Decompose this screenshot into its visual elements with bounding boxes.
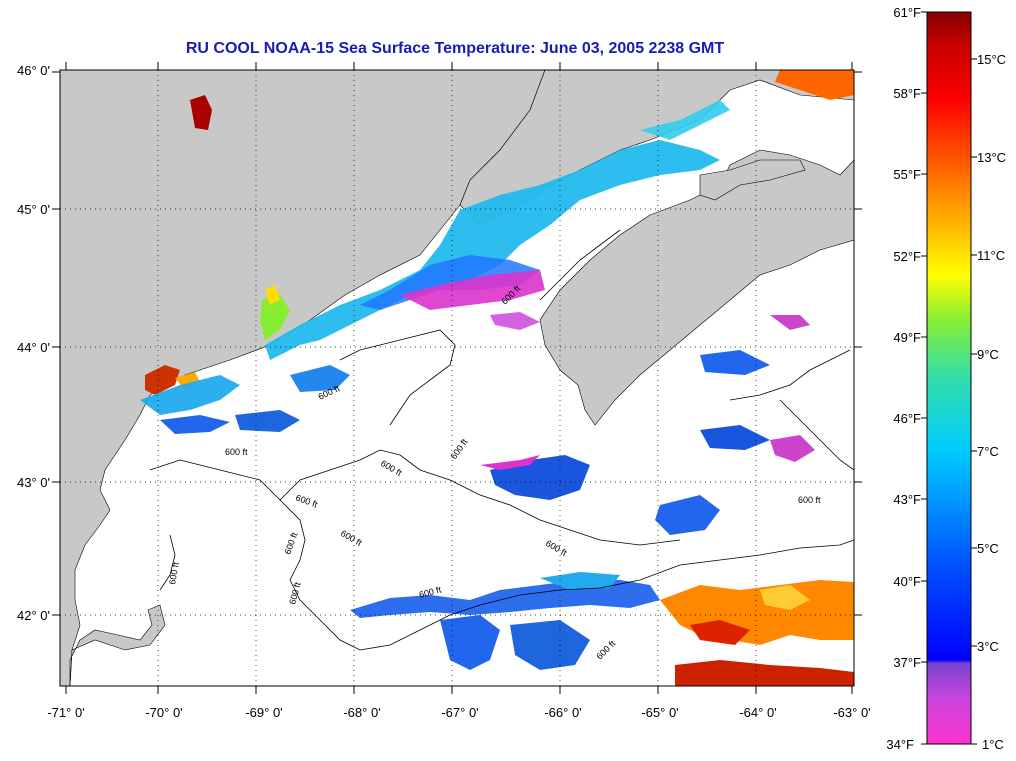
latitude-axis: 46° 0' 45° 0' 44° 0' 43° 0' 42° 0' bbox=[17, 63, 50, 623]
colorbar-ticks bbox=[921, 11, 977, 745]
sst-east-magenta bbox=[770, 435, 815, 462]
sst-east-blue2 bbox=[700, 350, 770, 375]
colorbar-c-label: 11°C bbox=[977, 248, 1005, 263]
lat-tick-label: 46° 0' bbox=[17, 63, 50, 78]
colorbar-gradient bbox=[926, 11, 972, 745]
sst-magenta-band bbox=[400, 270, 545, 310]
colorbar-f-label: 55°F bbox=[893, 167, 921, 182]
sst-south-blue2 bbox=[510, 620, 590, 670]
sst-south-red bbox=[675, 660, 854, 686]
colorbar: 61°F 58°F 55°F 52°F 49°F 46°F 43°F 40°F … bbox=[886, 5, 1006, 752]
sst-casco-hot bbox=[145, 365, 180, 395]
lon-tick-label: -70° 0' bbox=[145, 705, 182, 720]
sst-mid-blue bbox=[655, 495, 720, 535]
sst-maine-warm bbox=[260, 295, 290, 340]
tick-marks bbox=[52, 62, 862, 694]
colorbar-c-label: 3°C bbox=[977, 639, 999, 654]
sst-maine-yellow bbox=[265, 285, 280, 305]
colorbar-f-label: 46°F bbox=[893, 411, 921, 426]
colorbar-f-label: 40°F bbox=[893, 574, 921, 589]
colorbar-f-label: 49°F bbox=[893, 330, 921, 345]
colorbar-c-label: 15°C bbox=[977, 52, 1006, 67]
lat-tick-label: 43° 0' bbox=[17, 475, 50, 490]
sst-nw-dark bbox=[190, 95, 212, 130]
colorbar-c-label: 9°C bbox=[977, 347, 999, 362]
colorbar-c-label: 1°C bbox=[982, 737, 1004, 752]
land-pei-area bbox=[699, 159, 806, 201]
land-cape-cod bbox=[69, 604, 166, 686]
lon-tick-label: -63° 0' bbox=[833, 705, 870, 720]
sst-west-blue3 bbox=[290, 365, 350, 392]
sst-west-blue1 bbox=[160, 415, 230, 434]
colorbar-f-label: 43°F bbox=[893, 492, 921, 507]
map-area: 600 ft 600 ft 600 ft 600 ft 600 ft 600 f… bbox=[60, 70, 854, 686]
sst-southwest-blue bbox=[440, 615, 500, 670]
contour-label: 600 ft bbox=[167, 561, 181, 585]
colorbar-c-label: 13°C bbox=[977, 150, 1006, 165]
colorbar-f-label: 61°F bbox=[893, 5, 921, 20]
contour-label: 600 ft bbox=[225, 447, 248, 457]
sst-georges-magenta bbox=[480, 455, 540, 470]
map-title: RU COOL NOAA-15 Sea Surface Temperature:… bbox=[186, 40, 725, 57]
lon-tick-label: -65° 0' bbox=[641, 705, 678, 720]
sst-gulfstream-yellow bbox=[760, 585, 810, 610]
lon-tick-label: -71° 0' bbox=[47, 705, 84, 720]
lat-tick-label: 42° 0' bbox=[17, 608, 50, 623]
colorbar-f-label: 34°F bbox=[886, 737, 914, 752]
sst-west-blue2 bbox=[235, 410, 300, 432]
lat-tick-label: 45° 0' bbox=[17, 202, 50, 217]
lon-tick-label: -67° 0' bbox=[441, 705, 478, 720]
land-nova-scotia bbox=[539, 100, 854, 426]
lon-tick-label: -69° 0' bbox=[245, 705, 282, 720]
sst-gulfstream-red bbox=[690, 620, 750, 645]
sst-east-blue1 bbox=[700, 425, 770, 450]
map-frame bbox=[59, 69, 855, 687]
colorbar-f-label: 52°F bbox=[893, 249, 921, 264]
sst-upper-fundy bbox=[640, 100, 730, 140]
sst-ne-magenta bbox=[770, 315, 810, 330]
colorbar-c-label: 7°C bbox=[977, 444, 999, 459]
sst-ne-corner bbox=[775, 70, 854, 100]
colorbar-c-label: 5°C bbox=[977, 541, 999, 556]
lat-tick-label: 44° 0' bbox=[17, 340, 50, 355]
lon-tick-label: -64° 0' bbox=[739, 705, 776, 720]
longitude-axis: -71° 0' -70° 0' -69° 0' -68° 0' -67° 0' … bbox=[47, 705, 870, 720]
bathymetry-contours bbox=[149, 229, 854, 651]
colorbar-f-label: 37°F bbox=[893, 655, 921, 670]
sst-magenta-small bbox=[490, 312, 540, 330]
lon-tick-label: -68° 0' bbox=[343, 705, 380, 720]
contour-label: 600 ft bbox=[798, 495, 821, 505]
colorbar-f-label: 58°F bbox=[893, 86, 921, 101]
lon-tick-label: -66° 0' bbox=[544, 705, 581, 720]
sst-west-cyan bbox=[140, 375, 240, 415]
